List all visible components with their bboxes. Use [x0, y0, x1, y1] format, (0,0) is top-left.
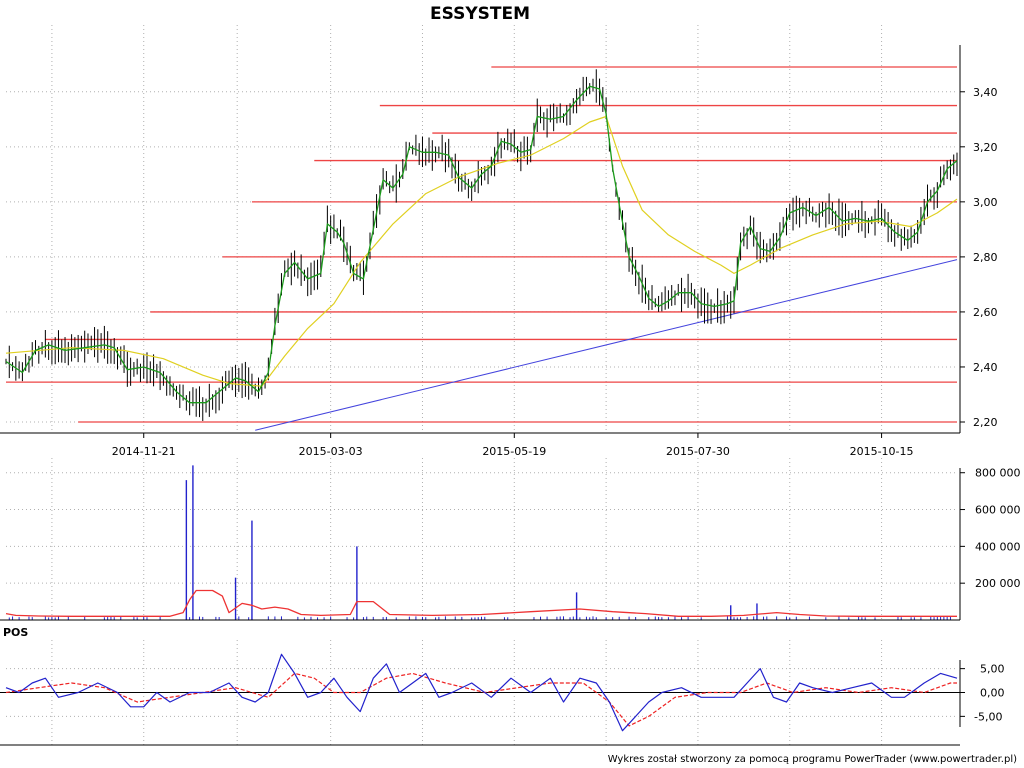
y-tick-label: 2,60: [973, 306, 998, 319]
slow-moving-average-line: [5, 115, 958, 387]
oscillator-line: [5, 653, 958, 732]
y-tick-label: -5,00: [974, 710, 1002, 723]
y-tick-label: 3,20: [973, 141, 998, 154]
trendline: [255, 259, 958, 431]
oscillator-signal-line: [5, 672, 957, 727]
fast-moving-average-line: [5, 85, 958, 404]
y-tick-label: 3,00: [973, 196, 998, 209]
volume-moving-average-line: [5, 589, 957, 617]
oscillator-panel-label: POS: [3, 626, 28, 639]
x-tick-label: 2015-07-30: [666, 445, 730, 458]
y-tick-label: 200 000: [975, 577, 1021, 590]
y-tick-label: 2,40: [973, 361, 998, 374]
y-tick-label: 3,40: [973, 86, 998, 99]
y-tick-label: 400 000: [975, 540, 1021, 553]
y-tick-label: 2,20: [973, 416, 998, 429]
footer-credit: Wykres został stworzony za pomocą progra…: [608, 754, 1017, 765]
x-tick-label: 2015-10-15: [850, 445, 914, 458]
price-panel: 2,20 2,40 2,60 2,80 3,00 3,20 3,40 2014-11-21 20…: [0, 25, 998, 458]
volume-panel: 200 000 400 000 600 000 800 000: [0, 458, 1021, 621]
x-tick-label: 2015-03-03: [299, 445, 363, 458]
chart-title: ESSYSTEM: [430, 4, 530, 24]
y-tick-label: 600 000: [975, 504, 1021, 517]
y-tick-label: 800 000: [975, 467, 1021, 480]
x-tick-label: 2014-11-21: [112, 445, 176, 458]
x-tick-label: 2015-05-19: [482, 445, 546, 458]
oscillator-panel: 5,00 0,00 -5,00: [0, 640, 1005, 746]
y-tick-label: 2,80: [973, 251, 998, 264]
y-tick-label: 5,00: [980, 663, 1005, 676]
y-tick-label: 0,00: [980, 687, 1005, 700]
